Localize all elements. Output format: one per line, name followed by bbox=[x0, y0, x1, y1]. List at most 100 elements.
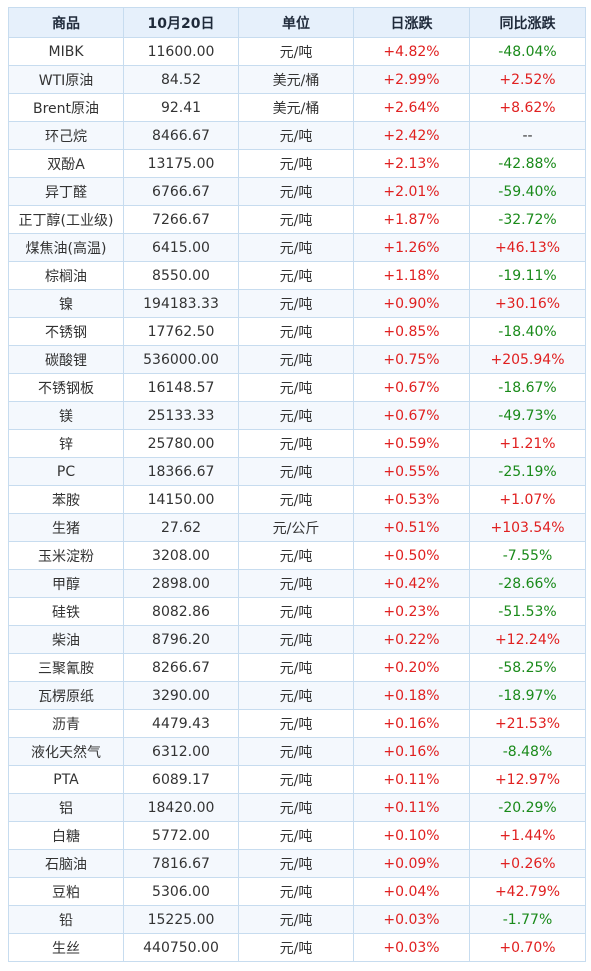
price-cell: 13175.00 bbox=[123, 149, 239, 178]
unit-cell: 元/吨 bbox=[238, 457, 354, 486]
commodity-name-cell: PTA bbox=[8, 765, 124, 794]
commodity-name-cell: 生丝 bbox=[8, 933, 124, 962]
table-row: 柴油 8796.20 元/吨 +0.22% +12.24% bbox=[8, 625, 586, 654]
unit-cell: 元/吨 bbox=[238, 485, 354, 514]
yoy-change-cell: +8.62% bbox=[469, 93, 586, 122]
daily-change-cell: +0.59% bbox=[353, 429, 470, 458]
commodity-name-cell: 豆粕 bbox=[8, 877, 124, 906]
table-row: MIBK 11600.00 元/吨 +4.82% -48.04% bbox=[8, 37, 586, 66]
commodity-table-container: 商品 10月20日 单位 日涨跌 同比涨跌 MIBK 11600.00 元/吨 +4.… bbox=[8, 7, 586, 962]
daily-change-cell: +0.67% bbox=[353, 401, 470, 430]
commodity-name-cell: 三聚氰胺 bbox=[8, 653, 124, 682]
daily-change-cell: +0.11% bbox=[353, 793, 470, 822]
table-row: 三聚氰胺 8266.67 元/吨 +0.20% -58.25% bbox=[8, 653, 586, 682]
price-cell: 16148.57 bbox=[123, 373, 239, 402]
unit-cell: 元/吨 bbox=[238, 681, 354, 710]
daily-change-cell: +0.90% bbox=[353, 289, 470, 318]
yoy-change-cell: -18.97% bbox=[469, 681, 586, 710]
commodity-name-cell: 不锈钢 bbox=[8, 317, 124, 346]
daily-change-cell: +4.82% bbox=[353, 37, 470, 66]
unit-cell: 元/吨 bbox=[238, 121, 354, 150]
unit-cell: 元/吨 bbox=[238, 541, 354, 570]
table-row: 铝 18420.00 元/吨 +0.11% -20.29% bbox=[8, 793, 586, 822]
commodity-name-cell: 铝 bbox=[8, 793, 124, 822]
daily-change-cell: +0.53% bbox=[353, 485, 470, 514]
table-row: 生猪 27.62 元/公斤 +0.51% +103.54% bbox=[8, 513, 586, 542]
table-body: MIBK 11600.00 元/吨 +4.82% -48.04% WTI原油 84.52 美元… bbox=[8, 37, 586, 962]
daily-change-cell: +0.67% bbox=[353, 373, 470, 402]
table-row: 双酚A 13175.00 元/吨 +2.13% -42.88% bbox=[8, 149, 586, 178]
price-cell: 84.52 bbox=[123, 65, 239, 94]
yoy-change-cell: -59.40% bbox=[469, 177, 586, 206]
unit-cell: 元/公斤 bbox=[238, 513, 354, 542]
yoy-change-cell: +205.94% bbox=[469, 345, 586, 374]
price-cell: 7266.67 bbox=[123, 205, 239, 234]
header-commodity: 商品 bbox=[8, 7, 124, 38]
daily-change-cell: +0.20% bbox=[353, 653, 470, 682]
commodity-name-cell: 碳酸锂 bbox=[8, 345, 124, 374]
price-cell: 7816.67 bbox=[123, 849, 239, 878]
price-cell: 6312.00 bbox=[123, 737, 239, 766]
table-row: Brent原油 92.41 美元/桶 +2.64% +8.62% bbox=[8, 93, 586, 122]
table-row: 环己烷 8466.67 元/吨 +2.42% -- bbox=[8, 121, 586, 150]
yoy-change-cell: -18.40% bbox=[469, 317, 586, 346]
daily-change-cell: +0.75% bbox=[353, 345, 470, 374]
header-price-date: 10月20日 bbox=[123, 7, 239, 38]
daily-change-cell: +2.01% bbox=[353, 177, 470, 206]
price-cell: 14150.00 bbox=[123, 485, 239, 514]
yoy-change-cell: -19.11% bbox=[469, 261, 586, 290]
yoy-change-cell: -7.55% bbox=[469, 541, 586, 570]
yoy-change-cell: +1.07% bbox=[469, 485, 586, 514]
yoy-change-cell: +42.79% bbox=[469, 877, 586, 906]
commodity-name-cell: 瓦楞原纸 bbox=[8, 681, 124, 710]
yoy-change-cell: +30.16% bbox=[469, 289, 586, 318]
commodity-name-cell: 液化天然气 bbox=[8, 737, 124, 766]
yoy-change-cell: +103.54% bbox=[469, 513, 586, 542]
table-row: 异丁醛 6766.67 元/吨 +2.01% -59.40% bbox=[8, 177, 586, 206]
price-cell: 536000.00 bbox=[123, 345, 239, 374]
commodity-name-cell: 玉米淀粉 bbox=[8, 541, 124, 570]
table-row: PTA 6089.17 元/吨 +0.11% +12.97% bbox=[8, 765, 586, 794]
table-row: 棕榈油 8550.00 元/吨 +1.18% -19.11% bbox=[8, 261, 586, 290]
daily-change-cell: +0.18% bbox=[353, 681, 470, 710]
daily-change-cell: +0.10% bbox=[353, 821, 470, 850]
unit-cell: 元/吨 bbox=[238, 205, 354, 234]
commodity-name-cell: 煤焦油(高温) bbox=[8, 233, 124, 262]
commodity-name-cell: 镁 bbox=[8, 401, 124, 430]
yoy-change-cell: +1.21% bbox=[469, 429, 586, 458]
unit-cell: 元/吨 bbox=[238, 233, 354, 262]
unit-cell: 元/吨 bbox=[238, 709, 354, 738]
table-row: 玉米淀粉 3208.00 元/吨 +0.50% -7.55% bbox=[8, 541, 586, 570]
unit-cell: 元/吨 bbox=[238, 177, 354, 206]
commodity-name-cell: WTI原油 bbox=[8, 65, 124, 94]
price-cell: 27.62 bbox=[123, 513, 239, 542]
price-cell: 92.41 bbox=[123, 93, 239, 122]
yoy-change-cell: -18.67% bbox=[469, 373, 586, 402]
price-cell: 194183.33 bbox=[123, 289, 239, 318]
yoy-change-cell: -8.48% bbox=[469, 737, 586, 766]
yoy-change-cell: -25.19% bbox=[469, 457, 586, 486]
commodity-name-cell: 白糖 bbox=[8, 821, 124, 850]
price-cell: 8466.67 bbox=[123, 121, 239, 150]
table-row: 液化天然气 6312.00 元/吨 +0.16% -8.48% bbox=[8, 737, 586, 766]
yoy-change-cell: -49.73% bbox=[469, 401, 586, 430]
commodity-name-cell: Brent原油 bbox=[8, 93, 124, 122]
commodity-name-cell: 正丁醇(工业级) bbox=[8, 205, 124, 234]
unit-cell: 元/吨 bbox=[238, 401, 354, 430]
price-cell: 25780.00 bbox=[123, 429, 239, 458]
table-row: 沥青 4479.43 元/吨 +0.16% +21.53% bbox=[8, 709, 586, 738]
table-row: WTI原油 84.52 美元/桶 +2.99% +2.52% bbox=[8, 65, 586, 94]
commodity-name-cell: 苯胺 bbox=[8, 485, 124, 514]
yoy-change-cell: -32.72% bbox=[469, 205, 586, 234]
daily-change-cell: +1.18% bbox=[353, 261, 470, 290]
yoy-change-cell: +12.24% bbox=[469, 625, 586, 654]
table-row: 甲醇 2898.00 元/吨 +0.42% -28.66% bbox=[8, 569, 586, 598]
table-header: 商品 10月20日 单位 日涨跌 同比涨跌 bbox=[8, 7, 586, 38]
unit-cell: 元/吨 bbox=[238, 569, 354, 598]
price-cell: 6089.17 bbox=[123, 765, 239, 794]
price-cell: 8266.67 bbox=[123, 653, 239, 682]
price-cell: 8082.86 bbox=[123, 597, 239, 626]
yoy-change-cell: -51.53% bbox=[469, 597, 586, 626]
commodity-name-cell: 甲醇 bbox=[8, 569, 124, 598]
daily-change-cell: +0.55% bbox=[353, 457, 470, 486]
